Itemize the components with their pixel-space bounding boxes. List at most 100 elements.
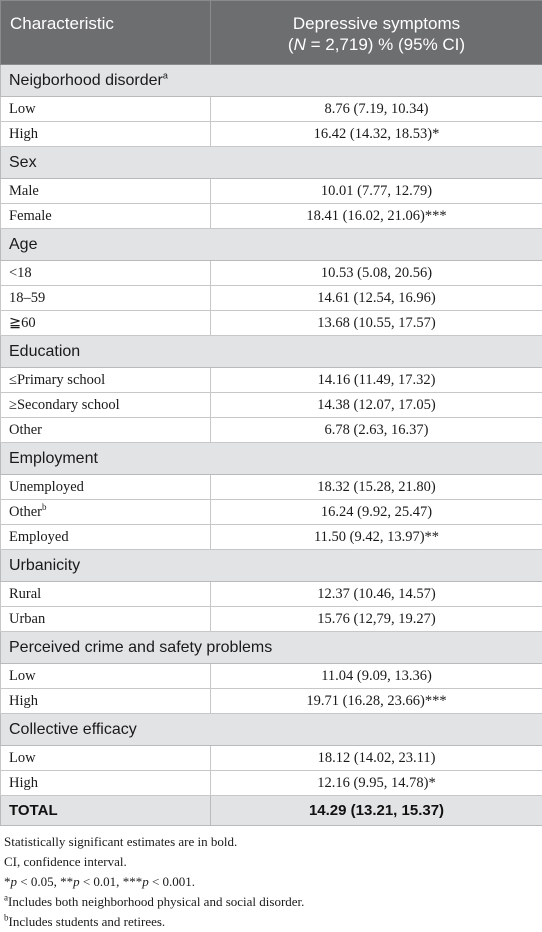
row-label: High [9,775,38,791]
section-title: Neigborhood disorder [9,72,163,89]
row-value: 11.04 (9.09, 13.36) [211,664,542,689]
row-label: ≧60 [9,315,36,331]
row-value: 14.38 (12.07, 17.05) [211,393,542,418]
row-label-cell: Low [1,746,211,771]
table-row: Unemployed 18.32 (15.28, 21.80) [1,475,542,500]
row-label: Unemployed [9,479,84,495]
section-row: Age [1,229,542,261]
results-table: Characteristic Depressive symptoms (N = … [0,0,542,826]
section-title-cell: Neigborhood disordera [1,65,542,97]
row-label: <18 [9,265,32,281]
section-title-cell: Perceived crime and safety problems [1,632,542,664]
table-row: High 12.16 (9.95, 14.78)* [1,771,542,796]
total-label: TOTAL [1,796,211,826]
row-label-cell: Low [1,664,211,689]
p2-text: < 0.01, [80,874,123,889]
p2-symbol: ** [60,874,73,889]
header-col2-rest: = 2,719) % (95% CI) [306,35,465,54]
row-value: 11.50 (9.42, 13.97)** [211,525,542,550]
section-row: Neigborhood disordera [1,65,542,97]
row-label-cell: Rural [1,582,211,607]
header-col2-line1: Depressive symptoms [293,14,460,33]
table-row: High 19.71 (16.28, 23.66)*** [1,689,542,714]
row-value: 18.41 (16.02, 21.06)*** [211,204,542,229]
row-label-cell: High [1,689,211,714]
section-title: Urbanicity [9,557,80,574]
p3-text: < 0.001. [149,874,195,889]
section-footnote-marker: a [163,70,168,80]
row-label-cell: High [1,122,211,147]
row-value: 13.68 (10.55, 17.57) [211,311,542,336]
footnotes: Statistically significant estimates are … [0,826,542,932]
row-label: Other [9,422,42,438]
table-row: Otherb 16.24 (9.92, 25.47) [1,500,542,525]
section-row: Education [1,336,542,368]
header-col2-n: N [294,35,306,54]
row-value: 10.53 (5.08, 20.56) [211,261,542,286]
row-value: 19.71 (16.28, 23.66)*** [211,689,542,714]
row-label-cell: Urban [1,607,211,632]
row-label: Male [9,183,39,199]
row-label: High [9,693,38,709]
row-label-cell: Unemployed [1,475,211,500]
section-row: Urbanicity [1,550,542,582]
section-row: Sex [1,147,542,179]
row-value: 18.32 (15.28, 21.80) [211,475,542,500]
header-row: Characteristic Depressive symptoms (N = … [1,1,542,65]
row-label: Low [9,101,36,117]
footnote-bold: Statistically significant estimates are … [4,832,538,852]
row-value: 6.78 (2.63, 16.37) [211,418,542,443]
section-title: Education [9,343,80,360]
table-body: Neigborhood disordera Low 8.76 (7.19, 10.3… [1,65,542,826]
table-row: Other 6.78 (2.63, 16.37) [1,418,542,443]
section-title-cell: Sex [1,147,542,179]
row-label-cell: Employed [1,525,211,550]
row-label-cell: Other [1,418,211,443]
footnote-ci: CI, confidence interval. [4,852,538,872]
footnote-b-text: Includes students and retirees. [9,914,166,929]
row-label: ≤Primary school [9,372,105,388]
p1-text: < 0.05, [17,874,60,889]
p3-symbol: *** [123,874,143,889]
row-label: Female [9,208,52,224]
row-label: Employed [9,529,69,545]
total-value: 14.29 (13.21, 15.37) [211,796,542,826]
table-row: Female 18.41 (16.02, 21.06)*** [1,204,542,229]
row-label: ≥Secondary school [9,397,120,413]
row-value: 15.76 (12,79, 19.27) [211,607,542,632]
section-title-cell: Urbanicity [1,550,542,582]
row-value: 12.16 (9.95, 14.78)* [211,771,542,796]
footnote-b: bIncludes students and retirees. [4,912,538,932]
row-label: Low [9,750,36,766]
table-row: Low 8.76 (7.19, 10.34) [1,97,542,122]
row-label: 18–59 [9,290,45,306]
table-row: ≥Secondary school 14.38 (12.07, 17.05) [1,393,542,418]
row-value: 18.12 (14.02, 23.11) [211,746,542,771]
section-title: Perceived crime and safety problems [9,639,272,656]
header-characteristic: Characteristic [1,1,211,65]
row-label-cell: 18–59 [1,286,211,311]
section-title-cell: Age [1,229,542,261]
table-row: <18 10.53 (5.08, 20.56) [1,261,542,286]
footnote-a-text: Includes both neighborhood physical and … [8,894,304,909]
row-label-cell: Female [1,204,211,229]
section-title-cell: Collective efficacy [1,714,542,746]
footnote-pvalues: *p < 0.05, **p < 0.01, ***p < 0.001. [4,872,538,892]
section-row: Employment [1,443,542,475]
section-row: Perceived crime and safety problems [1,632,542,664]
section-title-cell: Education [1,336,542,368]
table-row: Low 18.12 (14.02, 23.11) [1,746,542,771]
row-value: 8.76 (7.19, 10.34) [211,97,542,122]
row-label: Rural [9,586,41,602]
row-value: 16.24 (9.92, 25.47) [211,500,542,525]
row-label: Other [9,504,42,520]
row-footnote-marker: b [42,502,47,512]
row-label-cell: Low [1,97,211,122]
table-row: ≧60 13.68 (10.55, 17.57) [1,311,542,336]
